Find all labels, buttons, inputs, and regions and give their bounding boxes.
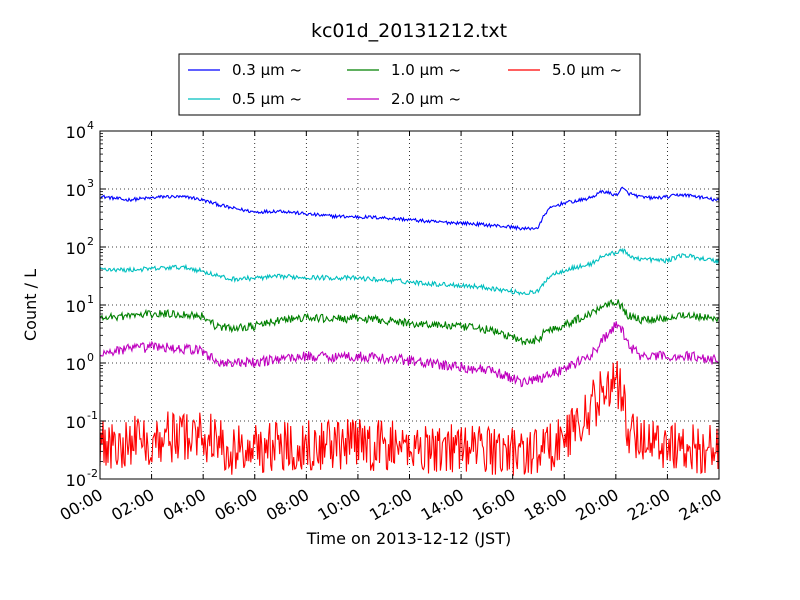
y-tick-label: 10 1 <box>66 293 94 316</box>
y-axis-label: Count / L <box>21 269 40 341</box>
legend-box <box>178 53 641 116</box>
y-tick-base: 10 <box>66 413 86 432</box>
y-tick-base: 10 <box>66 239 86 258</box>
y-tick-exponent: 4 <box>87 119 94 132</box>
y-tick-exponent: 1 <box>87 293 94 306</box>
y-tick-base: 10 <box>66 471 86 490</box>
series-line-1 <box>99 186 720 232</box>
y-tick-exponent: 3 <box>87 177 94 190</box>
y-tick-exponent: -1 <box>87 409 98 422</box>
x-axis-label: Time on 2013-12-12 (JST) <box>306 529 511 548</box>
series-line-2 <box>99 247 720 296</box>
y-tick-label: 10 0 <box>66 351 94 374</box>
legend-label-3: 1.0 μm ~ <box>391 61 461 79</box>
y-tick-label: 10 -1 <box>66 409 98 432</box>
series-line-5 <box>99 360 720 476</box>
y-tick-label: 10 4 <box>66 119 94 142</box>
y-tick-exponent: -2 <box>87 467 98 480</box>
y-tick-label: 10 3 <box>66 177 94 200</box>
y-tick-exponent: 2 <box>87 235 94 248</box>
legend-label-2: 0.5 μm ~ <box>232 90 302 108</box>
y-tick-label: 10 -2 <box>66 467 98 490</box>
y-tick-label: 10 2 <box>66 235 94 258</box>
y-tick-exponent: 0 <box>87 351 94 364</box>
y-tick-base: 10 <box>66 297 86 316</box>
series-line-3 <box>99 298 720 346</box>
legend-label-5: 5.0 μm ~ <box>552 61 622 79</box>
legend-label-4: 2.0 μm ~ <box>391 90 461 108</box>
series-line-4 <box>99 321 720 388</box>
y-tick-base: 10 <box>66 123 86 142</box>
legend: 0.3 μm ~ 0.5 μm ~ 1.0 μm ~ 2.0 μm ~ 5.0 μm ~ <box>178 53 641 116</box>
series-lines <box>99 186 720 476</box>
legend-label-1: 0.3 μm ~ <box>232 61 302 79</box>
y-tick-base: 10 <box>66 181 86 200</box>
chart-title: kc01d_20131212.txt <box>311 20 507 42</box>
y-tick-base: 10 <box>66 355 86 374</box>
